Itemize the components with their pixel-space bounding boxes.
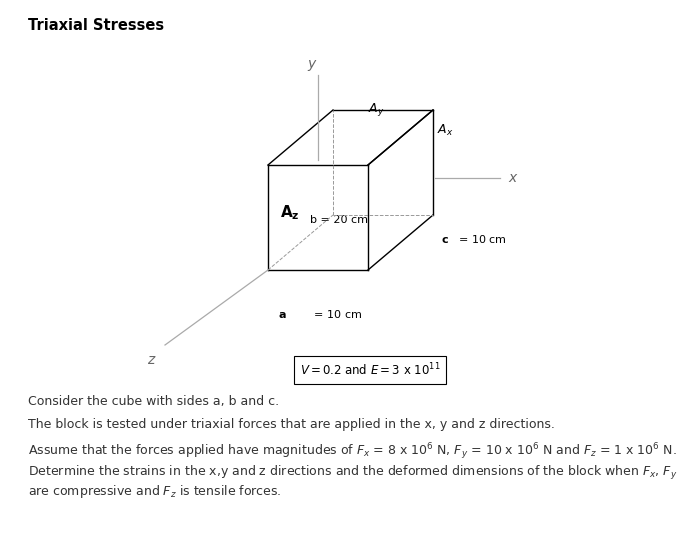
Text: are compressive and $F_z$ is tensile forces.: are compressive and $F_z$ is tensile for… bbox=[28, 483, 282, 500]
Text: Assume that the forces applied have magnitudes of $F_x$ = 8 x $10^6$ N, $F_y$ = : Assume that the forces applied have magn… bbox=[28, 441, 677, 462]
Text: Triaxial Stresses: Triaxial Stresses bbox=[28, 18, 164, 33]
Text: b = 20 cm: b = 20 cm bbox=[310, 215, 368, 225]
Text: $A_y$: $A_y$ bbox=[368, 101, 384, 118]
Text: $z$: $z$ bbox=[148, 353, 157, 367]
Text: $A_x$: $A_x$ bbox=[437, 124, 453, 139]
Text: $\mathbf{A_z}$: $\mathbf{A_z}$ bbox=[280, 203, 299, 221]
Text: $V = 0.2$ and $E = 3$ x $10^{11}$: $V = 0.2$ and $E = 3$ x $10^{11}$ bbox=[299, 362, 440, 378]
Text: $\mathbf{a}$        = 10 cm: $\mathbf{a}$ = 10 cm bbox=[278, 308, 362, 320]
Text: The block is tested under triaxial forces that are applied in the x, y and z dir: The block is tested under triaxial force… bbox=[28, 418, 555, 431]
Text: Consider the cube with sides a, b and c.: Consider the cube with sides a, b and c. bbox=[28, 395, 279, 408]
Text: $y$: $y$ bbox=[306, 58, 317, 73]
Text: $x$: $x$ bbox=[508, 171, 519, 185]
Text: Determine the strains in the x,y and z directions and the deformed dimensions of: Determine the strains in the x,y and z d… bbox=[28, 464, 678, 482]
Text: $\mathbf{c}$   = 10 cm: $\mathbf{c}$ = 10 cm bbox=[441, 233, 507, 245]
